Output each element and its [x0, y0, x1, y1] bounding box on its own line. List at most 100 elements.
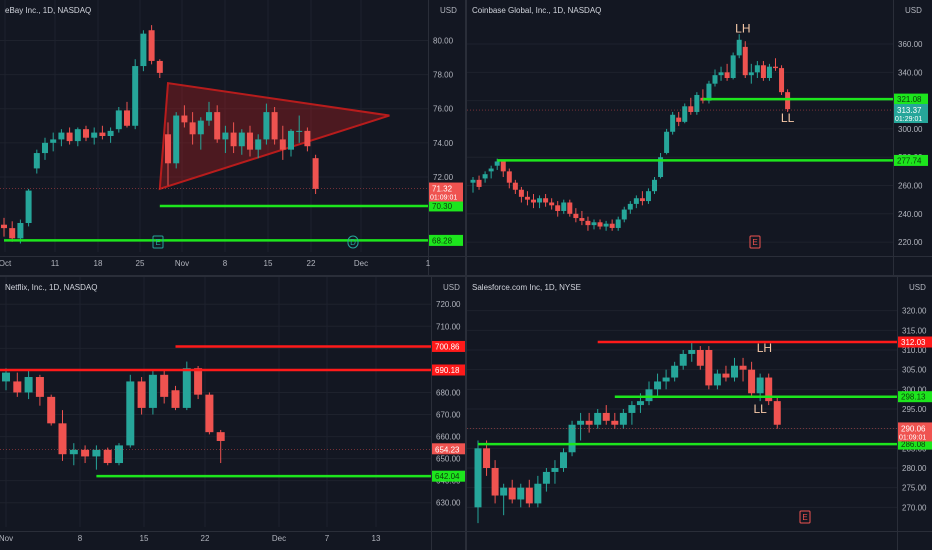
- current-price-value: 313.37: [897, 106, 922, 115]
- bar-countdown: 01:09:01: [899, 434, 926, 441]
- panel-divider-horizontal[interactable]: [0, 275, 932, 277]
- y-tick-label: 650.00: [436, 455, 461, 464]
- candle-body: [633, 198, 639, 204]
- candle-body: [74, 129, 81, 142]
- candle-body: [216, 432, 225, 441]
- candle-body: [534, 483, 542, 504]
- chart-background: [467, 0, 932, 275]
- chart-panel-ebay[interactable]: eBay Inc., 1D, NASDAQ USD 80.00 78.00 76.00 7…: [0, 0, 465, 275]
- candle-body: [671, 365, 679, 378]
- candle-body: [705, 350, 713, 386]
- netflix-chart[interactable]: Netflix, Inc., 1D, NASDAQ USD 720.00 710.00…: [0, 277, 465, 550]
- candle-body: [712, 75, 718, 84]
- candle-body: [140, 33, 147, 67]
- current-price-value: 654.23: [435, 445, 460, 454]
- candle-body: [688, 350, 696, 354]
- candle-body: [754, 65, 760, 73]
- level-price-label-bg: [429, 234, 463, 246]
- y-tick-label: 80.00: [433, 36, 454, 45]
- candle-body: [756, 377, 764, 394]
- candle-body: [748, 369, 756, 394]
- candle-body: [785, 92, 791, 110]
- candle-body: [83, 129, 89, 138]
- chart-title: Netflix, Inc., 1D, NASDAQ: [5, 283, 97, 292]
- level-price-label: 277.74: [897, 156, 922, 165]
- x-tick-label: 8: [223, 259, 228, 268]
- candle-body: [573, 213, 579, 219]
- chart-panel-salesforce[interactable]: Salesforce.com Inc, 1D, NYSE USD 320.00 315…: [467, 277, 932, 550]
- candle-body: [214, 112, 221, 140]
- level-price-label-bg: [429, 200, 463, 212]
- candle-body: [171, 390, 180, 408]
- current-price-label-bg: [432, 443, 465, 455]
- x-tick-label: Nov: [175, 259, 189, 268]
- candle-body: [561, 202, 567, 211]
- y-tick-label: 710.00: [436, 322, 461, 331]
- candle-body: [577, 420, 585, 425]
- candle-body: [182, 368, 191, 408]
- candle-body: [69, 449, 78, 455]
- level-price-label-bg: [432, 364, 465, 376]
- y-tick-label: 76.00: [433, 105, 454, 114]
- candle-body: [279, 139, 286, 150]
- candle-body: [766, 66, 772, 78]
- candle-body: [476, 179, 482, 187]
- y-tick-label: 275.00: [902, 484, 927, 493]
- candle-body: [609, 223, 615, 228]
- candle-body: [645, 191, 651, 202]
- chart-panel-netflix[interactable]: Netflix, Inc., 1D, NASDAQ USD 720.00 710.00…: [0, 277, 465, 550]
- candle-body: [724, 72, 730, 78]
- candle-body: [602, 412, 610, 421]
- coinbase-chart[interactable]: Coinbase Global, Inc., 1D, NASDAQ USD 360.…: [467, 0, 932, 275]
- y-tick-label: 220.00: [898, 238, 923, 247]
- candle-body: [567, 202, 573, 214]
- chart-panel-coinbase[interactable]: Coinbase Global, Inc., 1D, NASDAQ USD 360.…: [467, 0, 932, 275]
- chart-background: [467, 277, 932, 550]
- annotation-ll: LL: [753, 402, 767, 416]
- candle-body: [773, 66, 778, 69]
- candle-body: [676, 117, 682, 122]
- candle-body: [615, 219, 621, 228]
- y-tick-label: 340.00: [898, 68, 923, 77]
- event-marker[interactable]: [347, 235, 359, 249]
- y-tick-label: 270.00: [902, 503, 927, 512]
- y-tick-label: 260.00: [898, 182, 923, 191]
- level-price-label-bg: [898, 336, 932, 348]
- candle-body: [288, 130, 294, 150]
- event-marker[interactable]: [749, 235, 761, 249]
- candle-body: [748, 72, 754, 76]
- y-tick-label: 320.00: [902, 307, 927, 316]
- ebay-chart[interactable]: eBay Inc., 1D, NASDAQ USD 80.00 78.00 76.00 7…: [0, 0, 465, 275]
- candle-body: [107, 130, 114, 136]
- candle-body: [517, 487, 525, 500]
- candle-body: [247, 132, 253, 150]
- candle-body: [58, 132, 65, 140]
- candle-body: [742, 46, 748, 76]
- candle-body: [537, 198, 543, 203]
- event-marker[interactable]: [799, 510, 811, 524]
- candle-body: [627, 203, 633, 210]
- x-tick-label: 13: [372, 534, 381, 543]
- level-price-label: 700.86: [435, 342, 460, 351]
- level-price-label-bg: [894, 154, 928, 166]
- candle-body: [636, 401, 644, 406]
- candle-body: [619, 412, 627, 425]
- candle-body: [66, 132, 73, 142]
- candle-body: [25, 190, 32, 223]
- x-tick-label: 25: [136, 259, 145, 268]
- candle-body: [688, 106, 694, 112]
- candle-body: [488, 168, 494, 172]
- candle-body: [542, 471, 550, 484]
- x-tick-label: 7: [325, 534, 330, 543]
- event-marker[interactable]: [152, 235, 164, 249]
- salesforce-chart[interactable]: Salesforce.com Inc, 1D, NYSE USD 320.00 315…: [467, 277, 932, 550]
- candle-body: [482, 174, 488, 179]
- level-price-label-bg: [894, 93, 928, 105]
- candle-body: [579, 218, 585, 221]
- candle-body: [474, 448, 482, 508]
- candle-body: [585, 420, 593, 425]
- y-tick-label: 72.00: [433, 173, 454, 182]
- y-tick-label: 360.00: [898, 40, 923, 49]
- candle-body: [531, 199, 536, 203]
- candle-body: [679, 353, 687, 366]
